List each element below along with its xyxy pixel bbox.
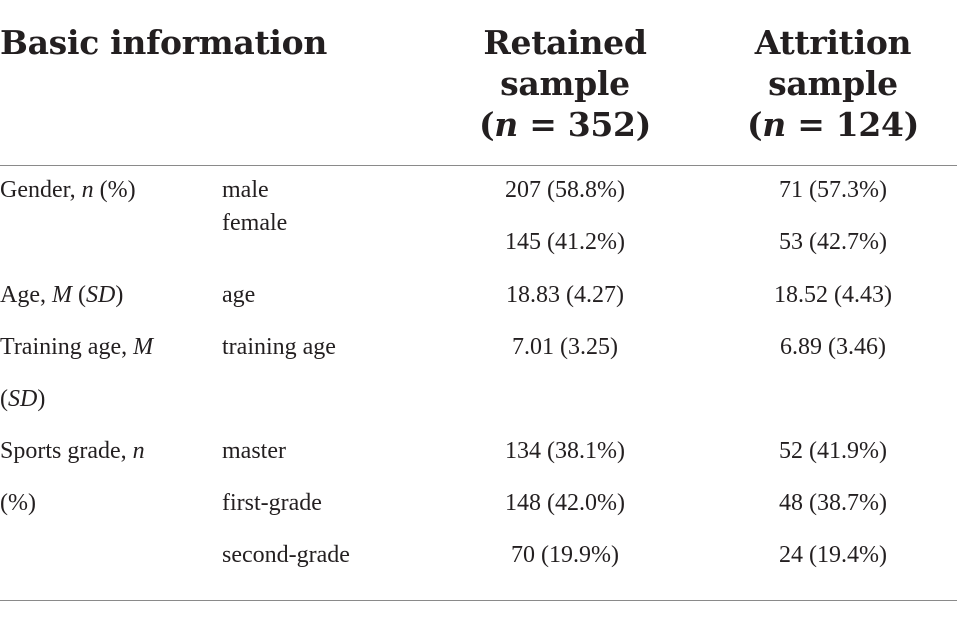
cell-first-attrition: 48 (38.7%)	[779, 490, 887, 516]
header-basic-information-text: Basic information	[0, 23, 328, 62]
row-label-gender-text: Gender,	[0, 177, 82, 203]
header-retained-n-value: = 352)	[518, 105, 652, 144]
header-attrition-sample: Attrition sample (n = 124)	[728, 22, 938, 145]
header-rule	[0, 165, 957, 166]
row-label-age: Age, M (SD)	[0, 282, 124, 308]
cell-master-retained: 134 (38.1%)	[505, 438, 625, 464]
header-attrition-line2: sample	[768, 64, 898, 103]
row-label-training-age: Training age, M	[0, 332, 153, 362]
cell-master-attrition: 52 (41.9%)	[779, 438, 887, 464]
cell-first-retained: 148 (42.0%)	[505, 490, 625, 516]
cell-female-retained: 145 (41.2%)	[505, 229, 625, 255]
header-retained-n: (n = 352)	[478, 105, 652, 144]
row-label-training-text: Training age,	[0, 334, 134, 360]
row-sub-female: female	[222, 210, 288, 236]
row-sub-male: male	[222, 177, 269, 203]
header-retained-n-label: n	[494, 105, 518, 144]
row-label-sports-pct: (%)	[0, 490, 36, 516]
cell-age-retained: 18.83 (4.27)	[506, 282, 624, 308]
row-label-age-sd: SD	[85, 282, 116, 308]
row-label-gender-n: n	[81, 177, 94, 203]
cell-age-attrition: 18.52 (4.43)	[774, 282, 892, 308]
row-label-sports-text: Sports grade,	[0, 438, 133, 464]
cell-female-attrition: 53 (42.7%)	[779, 229, 887, 255]
row-label-training-sd: (SD)	[0, 386, 46, 412]
row-sub-master: master	[222, 438, 286, 464]
header-attrition-n-value: = 124)	[786, 105, 920, 144]
row-label-gender-tail: (%)	[93, 177, 136, 203]
header-retained-line1: Retained	[483, 23, 647, 62]
header-retained-line2: sample	[500, 64, 630, 103]
row-label-training-sd-text: SD	[8, 386, 38, 412]
row-label-age-text: Age,	[0, 282, 52, 308]
cell-second-attrition: 24 (19.4%)	[779, 542, 887, 568]
header-attrition-line1: Attrition	[754, 23, 912, 62]
row-label-sports-n: n	[132, 438, 145, 464]
row-sub-first-grade: first-grade	[222, 490, 322, 516]
row-sub-training-age: training age	[222, 334, 336, 360]
row-sub-age: age	[222, 282, 256, 308]
cell-male-attrition: 71 (57.3%)	[779, 177, 887, 203]
header-attrition-n-label: n	[762, 105, 786, 144]
footer-rule	[0, 600, 957, 601]
row-label-age-m: M	[51, 282, 72, 308]
cell-training-retained: 7.01 (3.25)	[512, 334, 618, 360]
cell-training-attrition: 6.89 (3.46)	[780, 334, 886, 360]
cell-male-retained: 207 (58.8%)	[505, 177, 625, 203]
row-label-gender: Gender, n (%)	[0, 175, 136, 205]
row-label-sports-grade: Sports grade, n	[0, 436, 145, 466]
header-retained-sample: Retained sample (n = 352)	[460, 22, 670, 145]
header-attrition-n: (n = 124)	[746, 105, 920, 144]
row-sub-second-grade: second-grade	[222, 542, 350, 568]
header-basic-information: Basic information	[0, 22, 327, 63]
cell-second-retained: 70 (19.9%)	[511, 542, 619, 568]
row-label-training-m: M	[133, 334, 154, 360]
